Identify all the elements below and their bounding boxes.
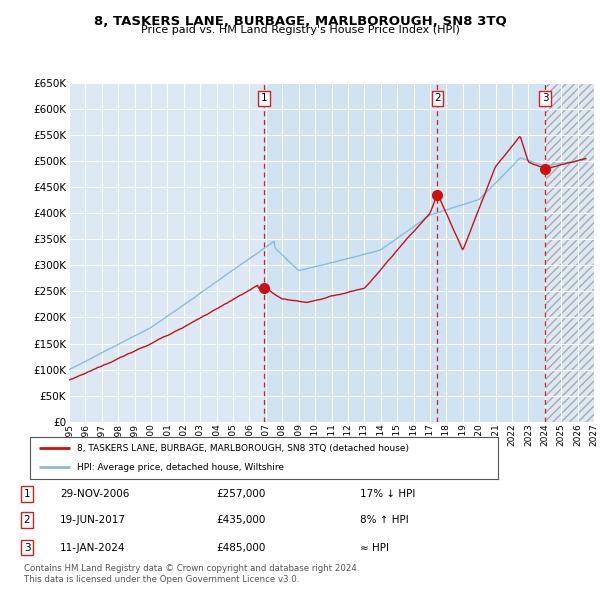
Text: 2: 2 [23, 516, 31, 525]
Text: 2: 2 [434, 93, 441, 103]
Text: This data is licensed under the Open Government Licence v3.0.: This data is licensed under the Open Gov… [24, 575, 299, 584]
Text: HPI: Average price, detached house, Wiltshire: HPI: Average price, detached house, Wilt… [77, 463, 284, 471]
Text: 19-JUN-2017: 19-JUN-2017 [60, 516, 126, 525]
Text: 8, TASKERS LANE, BURBAGE, MARLBOROUGH, SN8 3TQ: 8, TASKERS LANE, BURBAGE, MARLBOROUGH, S… [94, 15, 506, 28]
Text: 1: 1 [23, 489, 31, 499]
Text: £435,000: £435,000 [216, 516, 265, 525]
Bar [265, 83, 545, 422]
Text: £485,000: £485,000 [216, 543, 265, 552]
Text: Price paid vs. HM Land Registry's House Price Index (HPI): Price paid vs. HM Land Registry's House … [140, 25, 460, 35]
Text: 11-JAN-2024: 11-JAN-2024 [60, 543, 125, 552]
Text: 8, TASKERS LANE, BURBAGE, MARLBOROUGH, SN8 3TQ (detached house): 8, TASKERS LANE, BURBAGE, MARLBOROUGH, S… [77, 444, 409, 453]
Text: 3: 3 [23, 543, 31, 552]
Text: 8% ↑ HPI: 8% ↑ HPI [360, 516, 409, 525]
Text: £257,000: £257,000 [216, 489, 265, 499]
Text: Contains HM Land Registry data © Crown copyright and database right 2024.: Contains HM Land Registry data © Crown c… [24, 565, 359, 573]
Text: 3: 3 [542, 93, 548, 103]
Text: 1: 1 [261, 93, 268, 103]
Bar [545, 83, 594, 422]
Text: 29-NOV-2006: 29-NOV-2006 [60, 489, 130, 499]
Text: ≈ HPI: ≈ HPI [360, 543, 389, 552]
Text: 17% ↓ HPI: 17% ↓ HPI [360, 489, 415, 499]
